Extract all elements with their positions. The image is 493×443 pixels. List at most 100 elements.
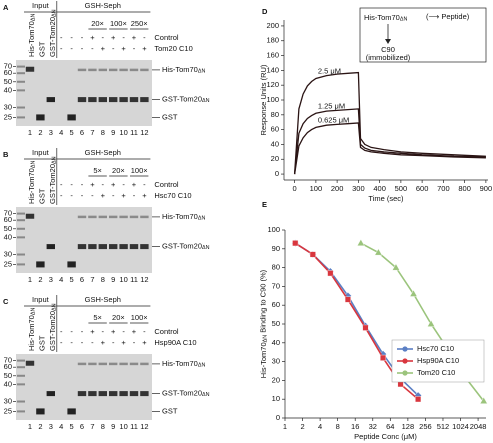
sign: - [70, 180, 73, 189]
lane-number: 10 [119, 128, 127, 137]
y-tick-label: 40 [272, 338, 280, 347]
sign: - [81, 180, 84, 189]
lane-label: GST [37, 335, 46, 351]
row-label: Hsp90A C10 [154, 338, 196, 347]
x-tick-label: 700 [437, 184, 450, 193]
band [119, 215, 128, 219]
point [356, 238, 365, 246]
band [46, 244, 55, 250]
lane-label: GST [37, 41, 46, 57]
mw-label: 50 [4, 77, 12, 86]
point [392, 263, 400, 271]
sign: - [60, 191, 63, 200]
dilution-label: 20× [112, 166, 125, 175]
point [479, 396, 488, 404]
band [129, 244, 139, 250]
band [119, 391, 128, 397]
inset-analyte: His-Tom70ΔN [364, 13, 407, 23]
band [129, 68, 139, 72]
sign: - [143, 180, 146, 189]
band-label-part: GST [162, 112, 178, 121]
marker-band [17, 227, 25, 230]
header-pulldown: GSH-Seph [85, 148, 121, 157]
y-tick-label: 0 [275, 169, 279, 178]
inset-ligand: C90 [381, 45, 395, 54]
lane-label: GST-Tom20ΔN [48, 9, 58, 57]
band-label: His-Tom70ΔN [162, 65, 205, 75]
panel-letter: B [3, 150, 9, 159]
lane-number: 7 [90, 275, 94, 284]
sign: + [142, 338, 147, 347]
y-tick-label: 100 [267, 225, 280, 234]
lane-number: 2 [38, 422, 42, 431]
marker-band [17, 236, 25, 239]
lane-number: 3 [49, 422, 53, 431]
x-tick-label: 256 [419, 422, 432, 431]
lane-number: 4 [59, 422, 63, 431]
band-label: GST [162, 406, 178, 415]
marker-band [17, 65, 25, 68]
x-tick-label: 900 [480, 184, 493, 193]
x-tick-label: 500 [395, 184, 408, 193]
y-tick-label: 60 [271, 125, 279, 134]
band [88, 215, 97, 219]
legend-marker [402, 358, 408, 364]
legend-label: Hsc70 C10 [417, 344, 454, 353]
sign: - [70, 33, 73, 42]
lane-number: 9 [111, 275, 115, 284]
sign: - [81, 44, 84, 53]
lane-number: 12 [140, 128, 148, 137]
band [129, 391, 139, 397]
lane-label-part: ΔN [52, 9, 58, 17]
x-axis-label: Time (sec) [368, 194, 404, 203]
sign: - [81, 191, 84, 200]
y-tick-label: 10 [272, 394, 280, 403]
band [140, 97, 149, 103]
lane-number: 7 [90, 422, 94, 431]
band [88, 362, 97, 366]
band [109, 391, 118, 397]
band [140, 68, 149, 72]
band [109, 244, 118, 250]
band [77, 97, 87, 103]
lane-label: GST [37, 188, 46, 204]
y-axis-label: Response Units (RU) [259, 64, 268, 135]
y-tick-label: 100 [266, 95, 279, 104]
lane-number: 9 [111, 422, 115, 431]
y-axis-label-part: ΔN [263, 335, 269, 343]
sign: - [81, 338, 84, 347]
dilution-label: 20× [112, 313, 125, 322]
sign: - [112, 191, 115, 200]
marker-band [17, 219, 25, 222]
mw-label: 25 [4, 406, 12, 415]
mw-label: 70 [4, 62, 12, 71]
x-tick-label: 1024 [452, 422, 469, 431]
band [25, 66, 35, 72]
sign: - [70, 44, 73, 53]
sign: + [142, 191, 147, 200]
mw-label: 40 [4, 379, 12, 388]
band-label: His-Tom70ΔN [162, 359, 205, 369]
sign: - [60, 327, 63, 336]
band-label: GST-Tom20ΔN [162, 389, 210, 399]
lane-label: His-Tom70ΔN [27, 14, 37, 57]
mw-label: 50 [4, 371, 12, 380]
panel-letter: A [3, 3, 9, 12]
mw-label: 60 [4, 215, 12, 224]
sign: - [133, 44, 136, 53]
sign: - [81, 327, 84, 336]
dilution-label: 100× [131, 313, 148, 322]
lane-number: 12 [140, 422, 148, 431]
sign: + [142, 44, 147, 53]
lane-label-part: GST [37, 188, 46, 204]
x-tick-label: 2048 [470, 422, 487, 431]
legend-marker [402, 346, 408, 352]
sign: + [90, 180, 95, 189]
band [140, 362, 149, 366]
band [98, 244, 107, 250]
inset-note: (immobilized) [366, 53, 411, 62]
point [309, 251, 316, 258]
marker-band [17, 72, 25, 75]
lane-number: 9 [111, 128, 115, 137]
